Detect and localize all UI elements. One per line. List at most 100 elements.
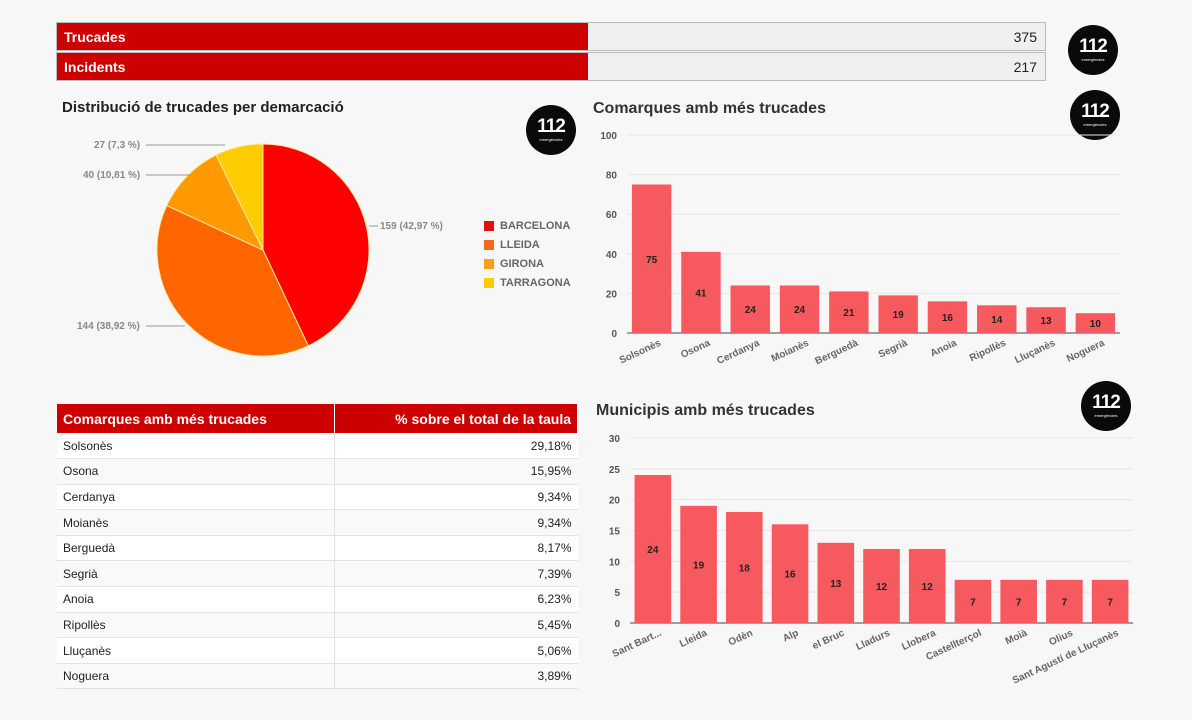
comarques-y-tick: 80 bbox=[606, 171, 618, 182]
municipis-data-label: 7 bbox=[1107, 597, 1113, 608]
bar-chart-2-title: Municipis amb més trucades bbox=[596, 402, 815, 419]
comarques-data-label: 13 bbox=[1040, 316, 1052, 327]
municipis-bar bbox=[634, 475, 672, 623]
comarca-cell: Berguedà bbox=[57, 535, 335, 562]
comarques-y-tick: 0 bbox=[611, 329, 617, 340]
comarques-x-tick: Ripollès bbox=[968, 338, 1008, 365]
municipis-y-tick: 20 bbox=[609, 496, 621, 507]
comarques-x-tick: Anoia bbox=[929, 338, 959, 360]
municipis-bar bbox=[771, 524, 809, 623]
comarca-cell: Segrià bbox=[57, 560, 335, 588]
comarques-data-label: 24 bbox=[745, 305, 757, 316]
comarques-x-tick: Noguera bbox=[1065, 338, 1107, 365]
comarques-data-label: 24 bbox=[794, 305, 806, 316]
comarques-bar bbox=[779, 285, 820, 333]
municipis-y-tick: 15 bbox=[609, 527, 621, 538]
legend-item-lleida: LLEIDA bbox=[484, 235, 571, 254]
comarques-x-tick: Cerdanya bbox=[715, 338, 761, 367]
municipis-data-label: 18 bbox=[739, 564, 751, 575]
table-row: Anoia 6,23% bbox=[57, 586, 578, 613]
municipis-x-tick: Alp bbox=[781, 628, 800, 645]
municipis-bar bbox=[863, 549, 900, 623]
percent-cell: 9,34% bbox=[334, 509, 578, 536]
pie-label-barcelona: 159 (42,97 %) bbox=[380, 221, 443, 232]
comarques-data-label: 41 bbox=[695, 288, 707, 299]
pie-slice-lleida bbox=[156, 204, 309, 357]
table-row: Segrià 7,39% bbox=[57, 560, 578, 588]
municipis-y-tick: 30 bbox=[609, 434, 621, 445]
comarques-bar bbox=[878, 295, 918, 333]
legend-item-girona: GIRONA bbox=[484, 254, 571, 273]
comarques-x-tick: Segrià bbox=[877, 338, 910, 361]
comarca-cell: Noguera bbox=[57, 663, 335, 690]
table-row: Cerdanya 9,34% bbox=[57, 484, 578, 511]
municipis-x-tick: Olius bbox=[1048, 628, 1076, 649]
municipis-y-tick: 5 bbox=[614, 588, 620, 599]
municipis-y-tick: 10 bbox=[609, 557, 621, 568]
comarques-table: Comarques amb més trucades % sobre el to… bbox=[57, 404, 578, 690]
comarques-y-tick: 20 bbox=[606, 289, 618, 300]
comarques-x-tick: Lluçanès bbox=[1013, 338, 1057, 366]
municipis-x-tick: Lladurs bbox=[855, 628, 893, 653]
comarques-bar bbox=[631, 184, 672, 333]
municipis-data-label: 19 bbox=[693, 560, 705, 571]
municipis-bar bbox=[1000, 579, 1037, 623]
pie-slice-girona bbox=[166, 154, 265, 252]
kpi-label: Trucades bbox=[57, 23, 588, 50]
comarca-cell: Ripollès bbox=[57, 612, 335, 639]
comarques-y-tick: 60 bbox=[606, 210, 618, 221]
municipis-data-label: 16 bbox=[784, 570, 796, 581]
municipis-bar bbox=[1091, 579, 1129, 623]
comarca-cell: Lluçanès bbox=[57, 637, 335, 664]
logo-112: 112 emergències bbox=[1081, 381, 1131, 431]
table-row: Solsonès 29,18% bbox=[57, 433, 578, 460]
legend-item-barcelona: BARCELONA bbox=[484, 216, 571, 235]
pie-label-girona: 40 (10,81 %) bbox=[83, 170, 141, 181]
municipis-data-label: 13 bbox=[830, 579, 842, 590]
pie-slice-tarragona bbox=[215, 143, 264, 251]
comarca-cell: Anoia bbox=[57, 586, 335, 613]
table-row: Osona 15,95% bbox=[57, 458, 578, 485]
comarca-cell: Solsonès bbox=[57, 433, 335, 460]
comarques-bar bbox=[927, 301, 968, 333]
comarques-x-tick: Berguedà bbox=[814, 338, 861, 368]
comarca-cell: Osona bbox=[57, 458, 335, 485]
municipis-data-label: 7 bbox=[970, 597, 976, 608]
comarques-bar bbox=[977, 305, 1017, 333]
percent-cell: 8,17% bbox=[334, 535, 578, 562]
municipis-bar bbox=[726, 512, 763, 623]
comarques-x-tick: Osona bbox=[679, 338, 712, 361]
comarques-bar bbox=[1026, 307, 1066, 333]
comarques-data-label: 16 bbox=[942, 313, 954, 324]
table-row: Moianès 9,34% bbox=[57, 509, 578, 536]
pie-legend: BARCELONA LLEIDA GIRONA TARRAGONA bbox=[484, 216, 571, 292]
bar-chart-1-title: Comarques amb més trucades bbox=[593, 100, 826, 117]
pie-title: Distribució de trucades per demarcació bbox=[62, 99, 344, 116]
kpi-value: 217 bbox=[588, 53, 1045, 80]
percent-cell: 5,45% bbox=[334, 612, 578, 639]
column-header-comarca: Comarques amb més trucades bbox=[57, 404, 336, 433]
column-header-percent: % sobre el total de la taula bbox=[334, 404, 578, 433]
comarques-data-label: 14 bbox=[991, 315, 1003, 326]
logo-112: 112 emergències bbox=[1068, 25, 1118, 75]
comarques-y-tick: 40 bbox=[606, 250, 618, 261]
percent-cell: 9,34% bbox=[334, 484, 578, 511]
table-row: Noguera 3,89% bbox=[57, 663, 578, 690]
kpi-row-trucades: Trucades 375 bbox=[56, 22, 1046, 51]
kpi-label: Incidents bbox=[57, 53, 588, 80]
comarques-bar bbox=[1075, 313, 1116, 333]
kpi-row-incidents: Incidents 217 bbox=[56, 52, 1046, 81]
table-header: Comarques amb més trucades % sobre el to… bbox=[57, 404, 578, 433]
municipis-bar bbox=[1046, 579, 1083, 623]
pie-slice-barcelona bbox=[262, 143, 370, 347]
comarques-data-label: 19 bbox=[893, 310, 905, 321]
municipis-y-tick: 0 bbox=[614, 619, 620, 630]
municipis-data-label: 24 bbox=[647, 545, 659, 556]
comarques-data-label: 10 bbox=[1090, 319, 1102, 330]
pie-label-tarragona: 27 (7,3 %) bbox=[94, 140, 141, 151]
kpi-value: 375 bbox=[588, 23, 1045, 50]
municipis-bar bbox=[908, 549, 946, 623]
municipis-data-label: 7 bbox=[1062, 597, 1068, 608]
table-row: Ripollès 5,45% bbox=[57, 612, 578, 639]
